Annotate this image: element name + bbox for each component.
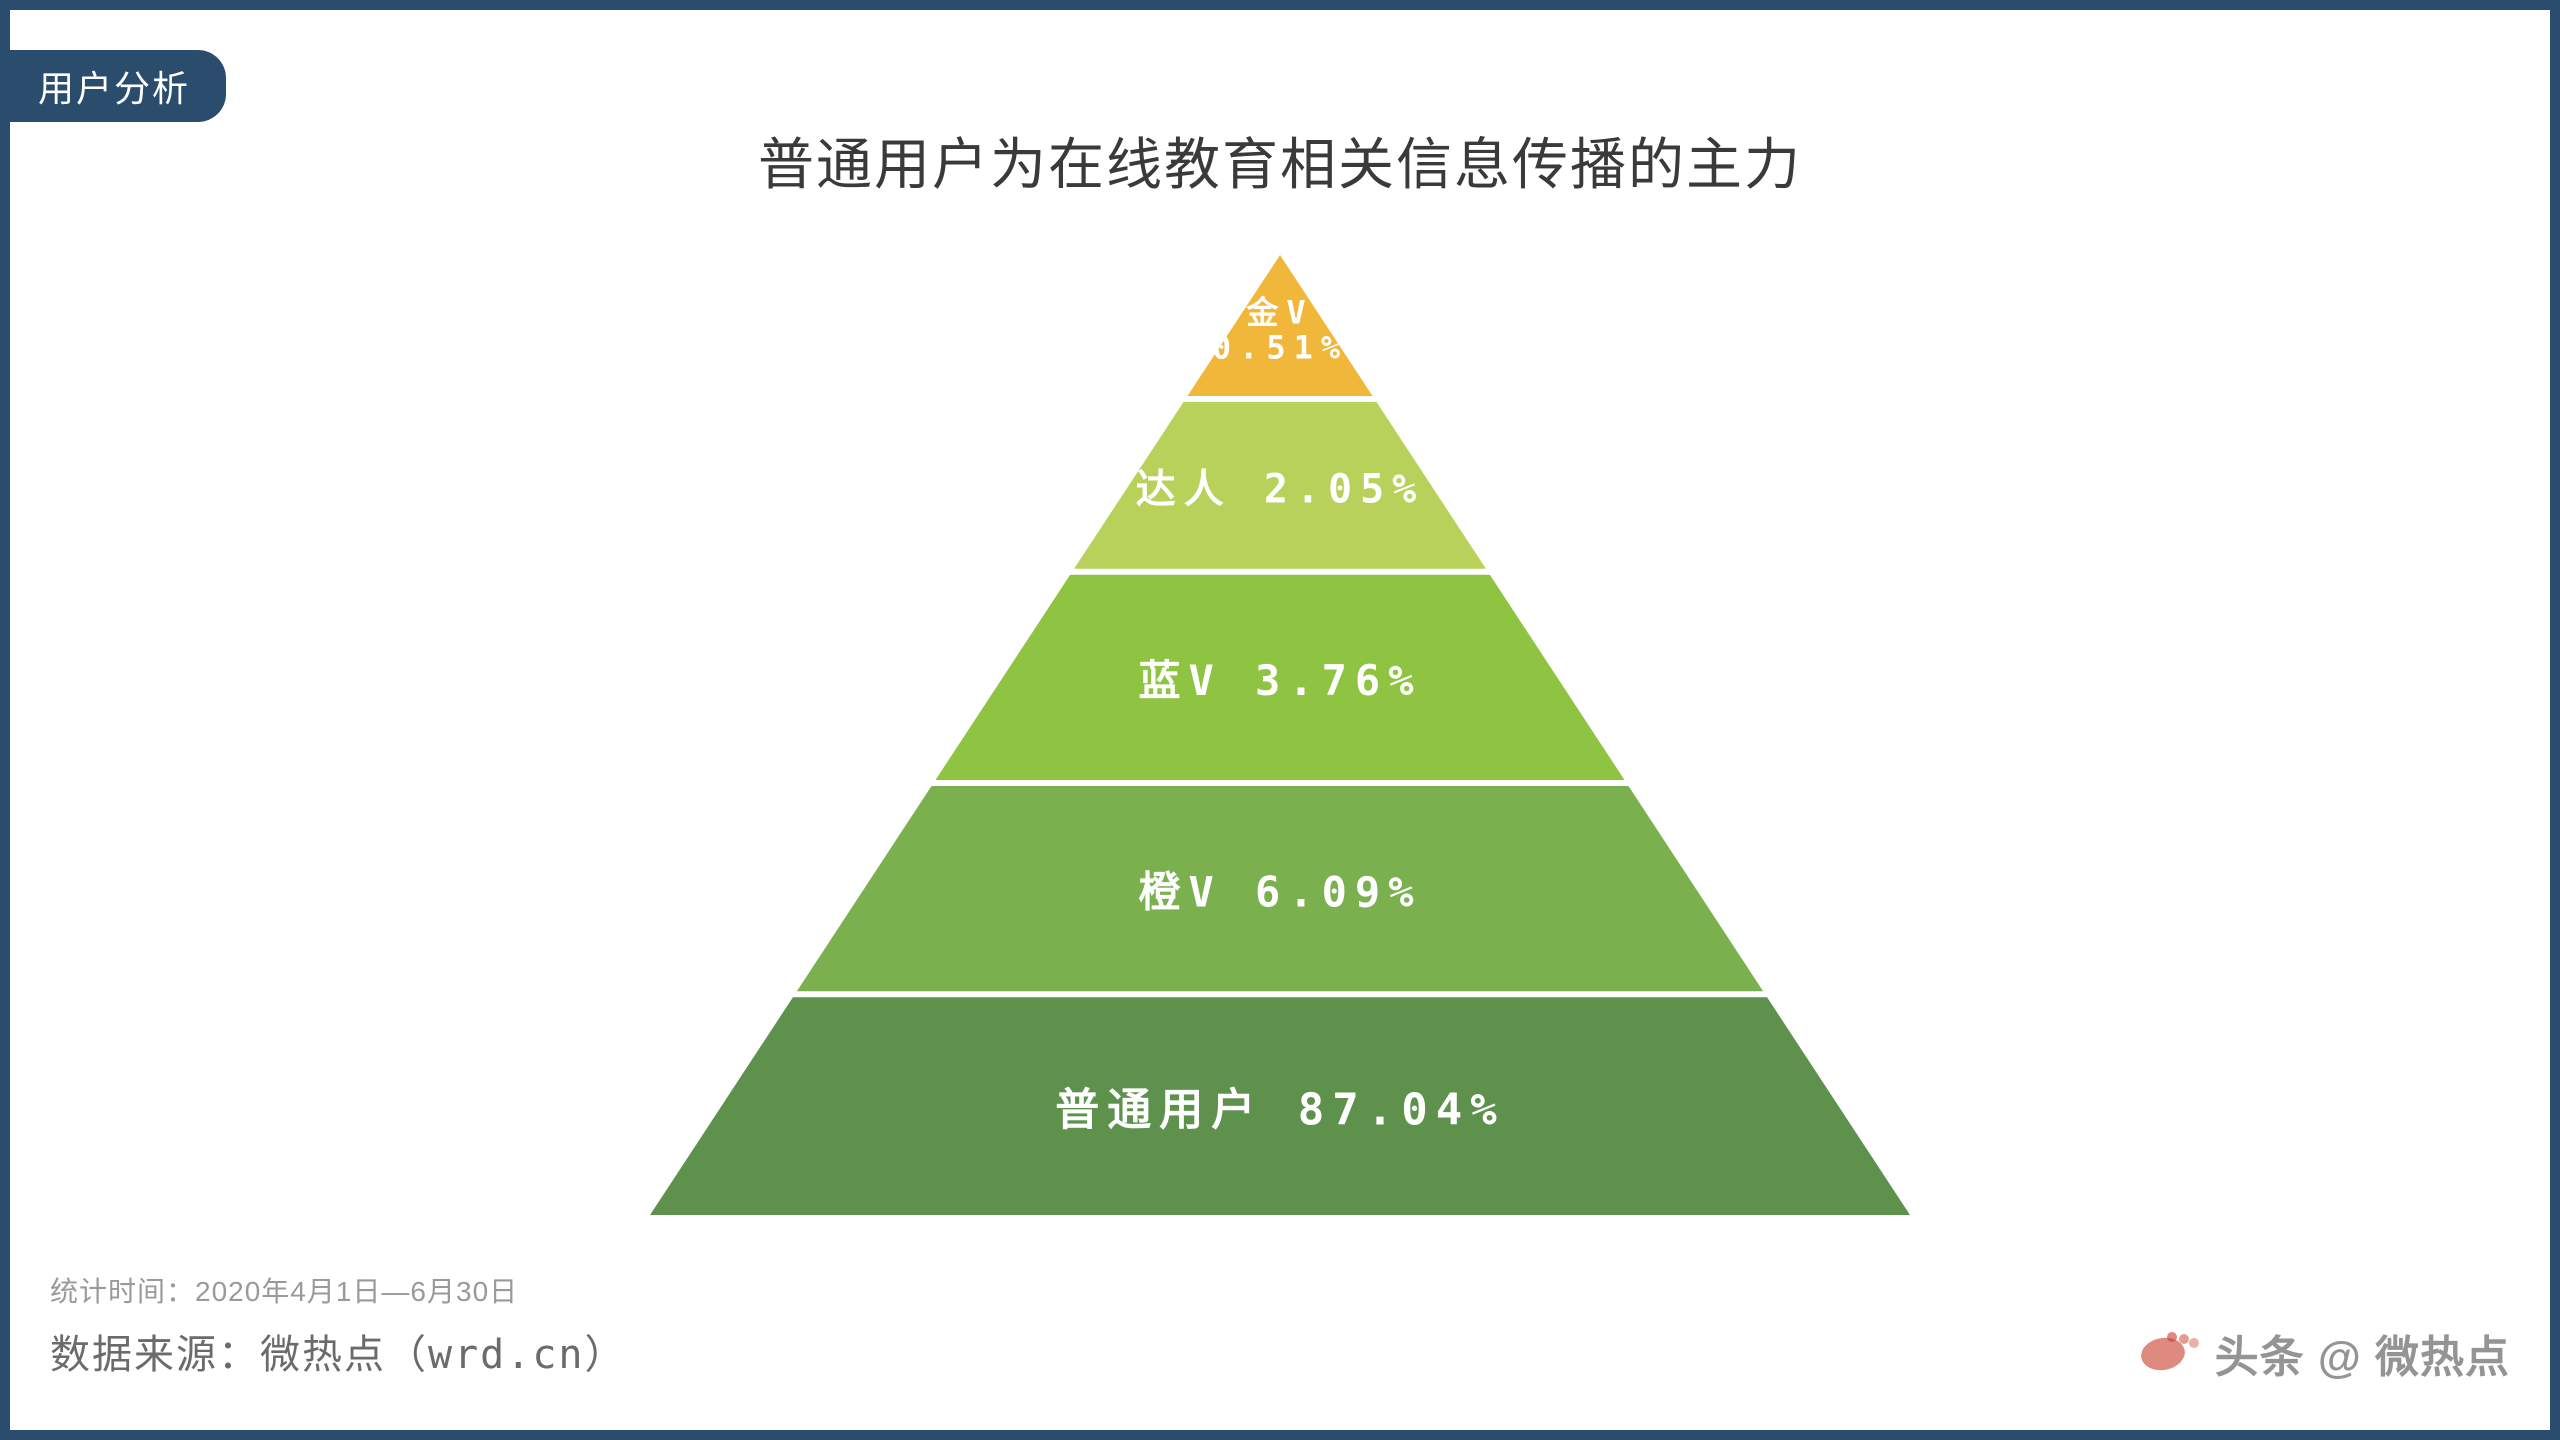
slide-title: 普通用户为在线教育相关信息传播的主力 <box>10 120 2550 201</box>
watermark: 头条 @ 微热点 <box>2137 1321 2510 1385</box>
pyramid-segment-label: 蓝V 3.76% <box>1138 656 1421 705</box>
data-source-label: 数据来源：微热点（wrd.cn） <box>50 1322 627 1380</box>
pyramid-segment-label: 金V <box>1245 293 1313 331</box>
watermark-text: 头条 @ 微热点 <box>2215 1321 2510 1385</box>
pyramid-segment-value: 0.51% <box>1212 329 1348 367</box>
category-tag: 用户分析 <box>10 50 226 122</box>
slide-frame: 用户分析 普通用户为在线教育相关信息传播的主力 金V0.51% 达人 2.05% 蓝… <box>0 0 2560 1440</box>
pyramid-segment-label: 达人 2.05% <box>1136 466 1425 512</box>
pyramid-chart: 金V0.51% 达人 2.05% 蓝V 3.76% 橙V 6.09% 普通用户 87.0… <box>650 255 1910 1215</box>
pyramid-svg: 金V0.51% 达人 2.05% 蓝V 3.76% 橙V 6.09% 普通用户 87.0… <box>650 255 1910 1215</box>
category-tag-text: 用户分析 <box>38 68 190 109</box>
pyramid-segment-label: 普通用户 87.04% <box>1055 1085 1504 1136</box>
pyramid-segment-label: 橙V 6.09% <box>1138 867 1421 916</box>
stat-time-label: 统计时间：2020年4月1日—6月30日 <box>50 1270 518 1310</box>
weibo-eye-icon <box>2137 1328 2207 1378</box>
